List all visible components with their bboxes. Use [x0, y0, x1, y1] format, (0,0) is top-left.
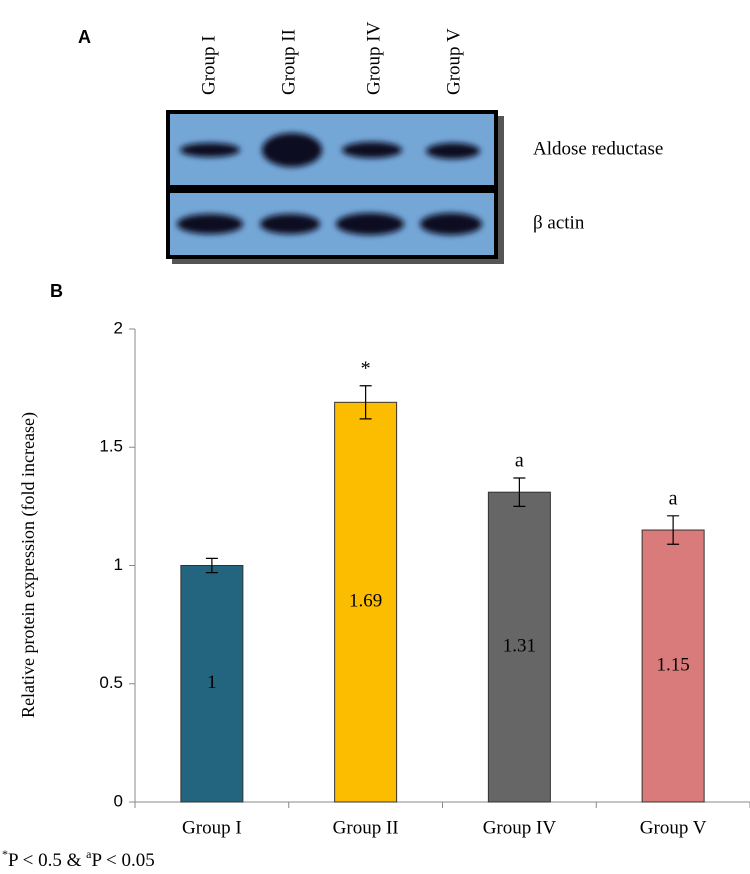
significance-label: a	[669, 487, 678, 509]
lane-label: Group I	[198, 35, 219, 95]
error-bar	[667, 515, 680, 545]
value-label: 1	[207, 672, 217, 693]
value-label: 1.31	[503, 635, 536, 656]
y-tick-label: 0.5	[99, 673, 123, 692]
significance-label: *	[361, 357, 371, 379]
panel-label: B	[50, 281, 63, 301]
x-tick-label: Group II	[333, 817, 399, 838]
lane-label: Group IV	[363, 21, 384, 95]
row-label: Aldose reductase	[533, 138, 663, 159]
bar	[487, 491, 551, 803]
lane-label: Group V	[443, 28, 464, 95]
footnote-text: P < 0.05	[91, 850, 154, 871]
error-bar	[359, 385, 372, 420]
significance-label: a	[515, 450, 524, 472]
bar	[641, 529, 705, 803]
footnote: *P < 0.5 & aP < 0.05	[2, 847, 155, 872]
y-tick-label: 2	[114, 318, 123, 337]
error-bar	[205, 557, 218, 574]
bands	[177, 133, 482, 235]
y-tick-label: 1	[114, 555, 123, 574]
lane-label: Group II	[278, 29, 299, 95]
y-axis-label: Relative protein expression (fold increa…	[18, 412, 39, 718]
panel-label: A	[78, 27, 91, 47]
footnote-text: P < 0.5 &	[8, 850, 86, 871]
footnote-mark: *	[2, 847, 8, 861]
x-tick-label: Group V	[640, 817, 707, 838]
value-label: 1.15	[657, 654, 690, 675]
x-tick-label: Group I	[182, 817, 242, 838]
footnote-mark: a	[86, 847, 92, 861]
y-tick-label: 0	[114, 791, 123, 810]
y-tick-label: 1.5	[99, 437, 123, 456]
row-label: β actin	[533, 212, 585, 233]
value-label: 1.69	[349, 591, 382, 612]
bar	[334, 401, 398, 803]
bar	[180, 565, 244, 803]
x-tick-label: Group IV	[483, 817, 557, 838]
error-bar	[513, 477, 526, 507]
